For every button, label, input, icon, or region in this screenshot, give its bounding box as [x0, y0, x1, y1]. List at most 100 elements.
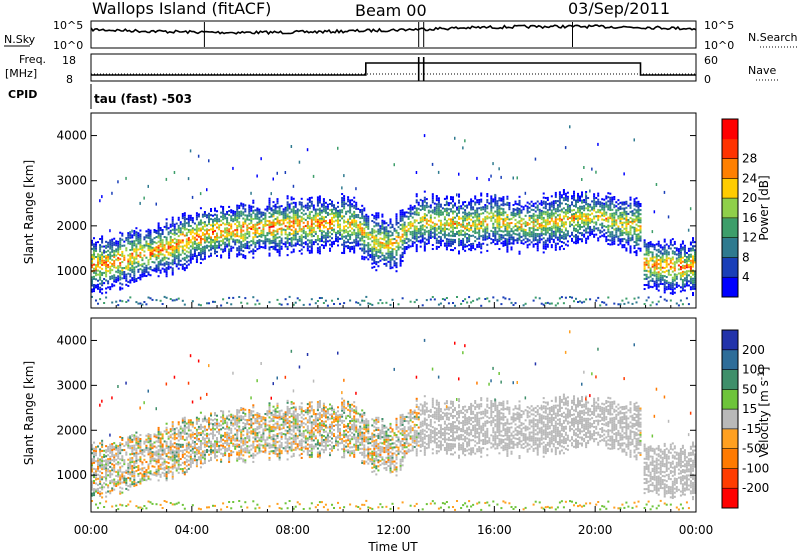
- power-cell: [554, 220, 557, 223]
- power-cell: [399, 238, 402, 241]
- power-cell: [685, 274, 688, 277]
- power-cell: [581, 232, 584, 235]
- power-cell: [417, 222, 420, 225]
- power-cell: [232, 210, 235, 213]
- power-cell: [389, 250, 392, 253]
- power-cell: [246, 214, 249, 217]
- power-cell: [95, 284, 98, 287]
- power-cell: [530, 208, 533, 211]
- power-cell: [439, 240, 442, 243]
- power-cell: [474, 248, 477, 251]
- power-cell: [345, 237, 348, 240]
- power-cell: [302, 303, 305, 306]
- power-cell: [683, 248, 686, 251]
- power-cell: [177, 235, 180, 238]
- power-cell: [276, 228, 279, 231]
- power-cell: [534, 218, 537, 221]
- power-cell: [484, 210, 487, 213]
- power-cell: [530, 235, 533, 238]
- power-cell: [520, 225, 523, 228]
- power-cell: [369, 249, 372, 252]
- power-cell: [427, 229, 430, 232]
- power-cell: [437, 213, 440, 216]
- power-cell: [306, 220, 309, 223]
- power-cell: [401, 243, 404, 246]
- power-cell: [214, 248, 217, 251]
- power-cell: [339, 225, 342, 228]
- power-cell: [310, 202, 313, 205]
- power-cell: [335, 209, 338, 212]
- power-cell: [665, 282, 668, 285]
- power-cell: [562, 215, 565, 218]
- power-cell: [548, 206, 551, 209]
- power-cell: [423, 190, 426, 193]
- power-cell: [268, 224, 271, 227]
- power-cell: [452, 198, 455, 201]
- power-cell: [232, 166, 234, 170]
- power-cell: [254, 235, 257, 238]
- power-cell: [236, 228, 239, 231]
- nsearch-tick-high: 10^5: [704, 19, 734, 32]
- power-cell: [298, 250, 301, 253]
- power-cell: [210, 246, 213, 249]
- power-cell: [129, 267, 132, 270]
- power-cell: [318, 246, 321, 249]
- power-cell: [490, 203, 493, 206]
- power-cell: [93, 275, 96, 278]
- power-cell: [478, 201, 481, 204]
- power-cell: [322, 198, 325, 201]
- power-cell: [278, 236, 281, 239]
- power-cell: [206, 244, 209, 247]
- power-cell: [423, 213, 426, 216]
- power-cell: [123, 256, 126, 259]
- power-cell: [359, 237, 362, 240]
- power-cell: [613, 204, 616, 207]
- power-cell: [272, 209, 275, 212]
- power-cell: [671, 238, 674, 241]
- power-cell: [429, 206, 432, 209]
- power-cell: [647, 252, 650, 255]
- power-cell: [441, 233, 444, 236]
- power-cell: [685, 278, 688, 281]
- power-cell: [669, 239, 672, 242]
- power-cell: [437, 227, 440, 230]
- power-cell: [423, 200, 426, 203]
- power-cell: [577, 237, 580, 240]
- power-cell: [589, 234, 592, 237]
- power-cell: [306, 227, 309, 230]
- power-cell: [373, 265, 376, 268]
- power-cell: [216, 220, 219, 223]
- power-cell: [403, 242, 406, 245]
- power-cell: [583, 207, 586, 210]
- power-cell: [607, 218, 610, 221]
- power-cell: [599, 215, 602, 218]
- power-cell: [502, 214, 505, 217]
- power-cell: [613, 218, 616, 221]
- power-cell: [343, 174, 345, 178]
- power-cell: [153, 253, 156, 256]
- power-cell: [474, 195, 477, 198]
- power-cell: [550, 238, 553, 241]
- power-cell: [361, 215, 364, 218]
- power-cell: [286, 195, 289, 198]
- power-cell: [542, 200, 545, 203]
- power-cell: [663, 267, 666, 270]
- power-cell: [193, 228, 196, 231]
- power-cell: [337, 211, 340, 214]
- power-cell: [520, 211, 523, 214]
- power-cell: [357, 302, 360, 304]
- power-cell: [111, 269, 114, 272]
- power-cell: [306, 247, 309, 250]
- power-cell: [222, 230, 225, 233]
- power-cell: [546, 211, 549, 214]
- power-cell: [193, 222, 196, 225]
- power-cell: [528, 239, 531, 242]
- power-cell: [351, 245, 354, 248]
- power-cell: [591, 208, 594, 211]
- power-cell: [528, 210, 531, 213]
- power-cell: [452, 230, 455, 233]
- power-cell: [441, 227, 444, 230]
- power-cell: [181, 267, 184, 270]
- power-cell: [165, 240, 168, 243]
- power-cell: [427, 236, 430, 239]
